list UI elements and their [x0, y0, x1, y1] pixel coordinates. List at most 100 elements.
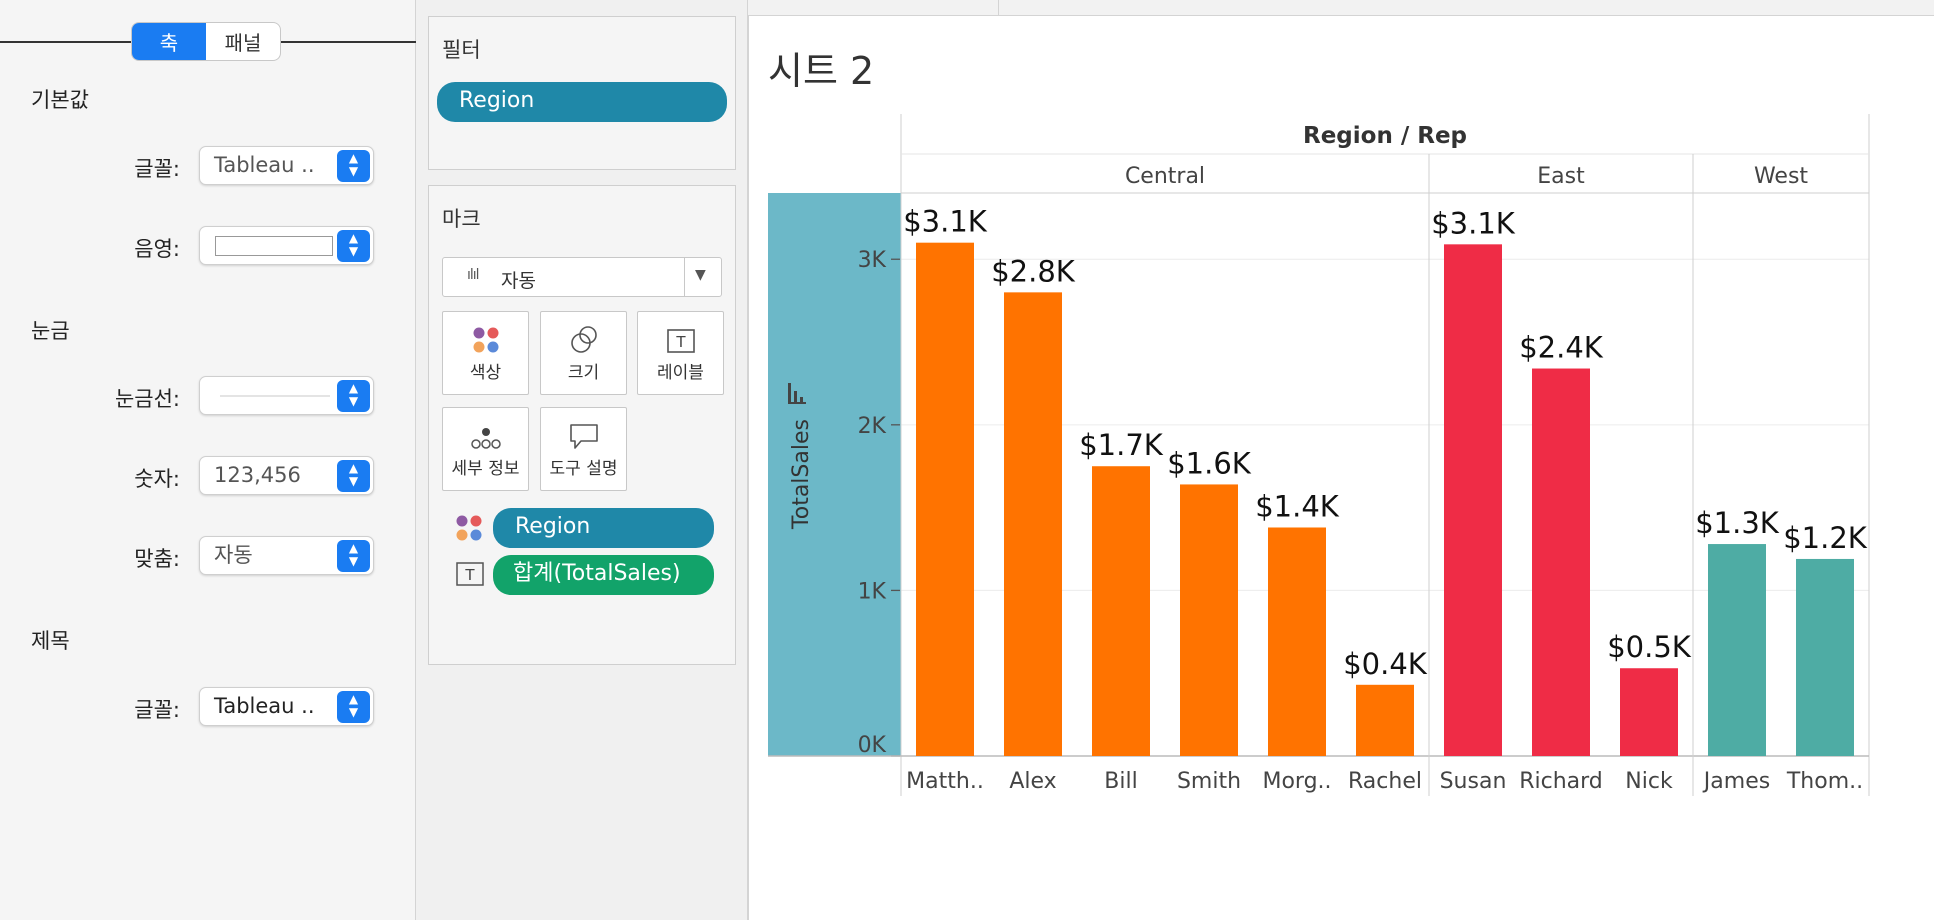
alignment-label: 맞춤: [134, 547, 180, 571]
tooltip-button[interactable]: 도구 설명 [540, 407, 627, 491]
x-tick-label: Bill [1104, 769, 1137, 794]
x-tick-label: Morg.. [1262, 769, 1331, 794]
size-icon [541, 312, 626, 358]
chevron-down-icon: ▼ [695, 267, 706, 283]
size-button-label: 크기 [567, 363, 600, 383]
shading-label: 음영: [134, 237, 180, 261]
bar [1796, 558, 1854, 756]
bar-chart-icon: ılıl [467, 267, 480, 283]
bar [1180, 484, 1238, 756]
color-encoding-icon [455, 514, 483, 546]
chart-header-title: Region / Rep [1303, 123, 1467, 149]
tab-axis[interactable]: 축 [132, 23, 206, 60]
gridline-sample [220, 395, 330, 397]
label-encoding-icon: T [456, 562, 484, 590]
color-button-label: 색상 [469, 363, 502, 383]
sort-icon-bar [794, 391, 797, 403]
sort-icon-base [788, 402, 806, 404]
stepper-icon: ▲ ▼ [337, 691, 370, 723]
y-tick-label: 0K [858, 733, 887, 758]
sort-icon-bar [788, 383, 791, 403]
x-tick-label: Richard [1519, 769, 1603, 794]
strip-divider [998, 0, 999, 16]
mark-type-value: 자동 [501, 270, 536, 292]
title-heading: 제목 [31, 629, 70, 653]
title-font-label: 글꼴: [134, 698, 180, 722]
bar-value-label: $0.5K [1607, 630, 1692, 664]
filter-pill-region[interactable]: Region [437, 82, 727, 122]
bar-value-label: $1.4K [1255, 489, 1340, 523]
color-button[interactable]: 색상 [442, 311, 529, 395]
bar-value-label: $0.4K [1343, 647, 1428, 681]
tab-pane[interactable]: 패널 [224, 31, 262, 55]
stepper-icon: ▲ ▼ [337, 540, 370, 572]
format-tabs: 축 패널 [131, 22, 281, 61]
x-tick-label: Susan [1440, 769, 1507, 794]
sort-icon-bar [800, 397, 803, 403]
bar [1708, 544, 1766, 756]
x-tick-label: Thom.. [1786, 769, 1863, 794]
stepper-icon: ▲ ▼ [337, 150, 370, 182]
bar-value-label: $2.8K [991, 254, 1076, 288]
x-tick-label: James [1702, 769, 1770, 794]
stepper-icon: ▲ ▼ [337, 230, 370, 262]
label-icon: T [638, 312, 723, 358]
number-select-value: 123,456 [214, 463, 301, 487]
bar [1356, 684, 1414, 756]
font-select[interactable]: Tableau .. ▲ ▼ [199, 146, 374, 185]
bar [1004, 292, 1062, 756]
number-select[interactable]: 123,456 ▲ ▼ [199, 456, 374, 495]
title-font-select-value: Tableau .. [214, 694, 315, 718]
detail-button[interactable]: 세부 정보 [442, 407, 529, 491]
bar-value-label: $2.4K [1519, 331, 1604, 365]
color-pill-region[interactable]: Region [493, 508, 714, 548]
marks-title: 마크 [442, 207, 481, 231]
sheet-title: 시트 2 [768, 49, 875, 93]
color-icon [443, 312, 528, 358]
stepper-icon: ▲ ▼ [337, 460, 370, 492]
group-header-central: Central [1125, 164, 1205, 189]
stepper-icon: ▲ ▼ [337, 380, 370, 412]
tooltip-icon [541, 408, 626, 454]
filters-title: 필터 [442, 38, 481, 62]
number-label: 숫자: [134, 467, 180, 491]
x-tick-label: Rachel [1348, 769, 1422, 794]
bar-value-label: $3.1K [1431, 206, 1516, 240]
alignment-select[interactable]: 자동 ▲ ▼ [199, 536, 374, 575]
svg-text:T: T [675, 333, 686, 351]
bar [1268, 527, 1326, 756]
y-tick-label: 1K [858, 579, 887, 604]
shading-select[interactable]: ▲ ▼ [199, 226, 374, 265]
label-button[interactable]: T 레이블 [637, 311, 724, 395]
bar [1620, 668, 1678, 756]
x-tick-label: Matth.. [906, 769, 984, 794]
bar [1092, 466, 1150, 756]
bar [1532, 368, 1590, 756]
bar-value-label: $3.1K [903, 205, 988, 239]
group-header-west: West [1754, 164, 1808, 189]
bar-value-label: $1.3K [1695, 506, 1780, 540]
gridlines-label: 눈금선: [114, 387, 180, 411]
gridlines-select[interactable]: ▲ ▼ [199, 376, 374, 415]
defaults-heading: 기본값 [31, 88, 89, 112]
font-select-value: Tableau .. [214, 153, 315, 177]
y-tick-label: 2K [858, 414, 887, 439]
view-top-strip [748, 0, 1934, 16]
title-font-select[interactable]: Tableau .. ▲ ▼ [199, 687, 374, 726]
sort-icon [788, 383, 806, 404]
shading-swatch [215, 236, 333, 256]
detail-button-label: 세부 정보 [451, 459, 520, 479]
label-pill-totalsales[interactable]: 합계(TotalSales) [493, 555, 714, 595]
mark-type-select[interactable]: ılıl 자동 ▼ [442, 257, 722, 297]
detail-icon [443, 408, 528, 454]
bar-value-label: $1.6K [1167, 446, 1252, 480]
svg-text:T: T [464, 566, 475, 584]
group-header-east: East [1537, 164, 1585, 189]
x-tick-label: Smith [1177, 769, 1241, 794]
size-button[interactable]: 크기 [540, 311, 627, 395]
font-label: 글꼴: [134, 157, 180, 181]
select-divider [684, 258, 685, 296]
bar [1444, 244, 1502, 757]
label-button-label: 레이블 [657, 363, 704, 383]
